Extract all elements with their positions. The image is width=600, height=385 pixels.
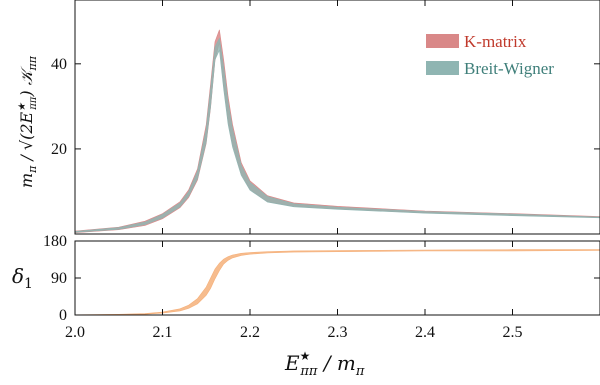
svg-text:mπ / √(2E★ππ) 𝒦ππ: mπ / √(2E★ππ) 𝒦ππ xyxy=(17,55,39,188)
x-tick-label: 2.4 xyxy=(415,324,435,341)
phase-shift-band xyxy=(74,249,600,316)
top-y-axis-title: mπ / √(2E★ππ) 𝒦ππ xyxy=(17,55,39,188)
top-legend: K-matrix Breit-Wigner xyxy=(426,32,554,78)
bottom-panel: 0 90 180 2.0 2.1 2.2 2.3 2.4 2.5 δ1 E★ ππ / mπ xyxy=(12,233,600,379)
x-axis-title: E★ ππ / mπ xyxy=(284,349,365,379)
top-bands xyxy=(74,29,600,234)
x-tick-label: 2.1 xyxy=(153,324,173,341)
top-y-tick-label: 20 xyxy=(51,141,67,158)
x-tick-label: 2.5 xyxy=(503,324,523,341)
x-tick-label: 2.0 xyxy=(65,324,85,341)
svg-text:E★ππ / mπ: E★ ππ / mπ xyxy=(284,349,365,379)
x-tick-label: 2.2 xyxy=(240,324,260,341)
legend-swatch-breit-wigner xyxy=(426,61,459,75)
breit-wigner-band xyxy=(74,37,600,233)
bottom-y-tick-label: 180 xyxy=(43,233,67,250)
bottom-band xyxy=(74,249,600,316)
legend-label-breit-wigner: Breit-Wigner xyxy=(464,59,554,78)
bottom-y-axis-title: δ1 xyxy=(12,264,33,292)
top-y-tick-label: 40 xyxy=(51,56,67,73)
bottom-y-tick-label: 0 xyxy=(59,307,67,324)
kmatrix-band xyxy=(74,29,600,234)
bottom-ticks: 0 90 180 2.0 2.1 2.2 2.3 2.4 2.5 xyxy=(43,233,600,341)
legend-label-kmatrix: K-matrix xyxy=(464,32,527,51)
x-tick-label: 2.3 xyxy=(328,324,348,341)
bottom-y-tick-label: 90 xyxy=(51,270,67,287)
legend-swatch-kmatrix xyxy=(426,34,459,48)
bottom-axes-frame xyxy=(74,240,600,316)
